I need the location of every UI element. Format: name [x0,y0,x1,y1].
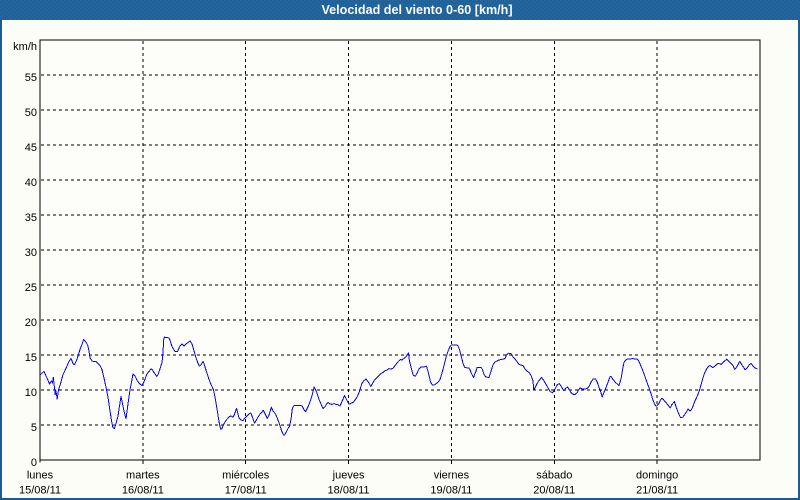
svg-text:30: 30 [25,247,37,259]
svg-text:18/08/11: 18/08/11 [328,485,370,497]
svg-text:martes: martes [126,470,160,482]
svg-text:16/08/11: 16/08/11 [122,485,164,497]
svg-text:domingo: domingo [636,470,678,482]
svg-text:25: 25 [25,282,37,294]
svg-text:sábado: sábado [536,470,572,482]
svg-text:jueves: jueves [332,470,365,482]
svg-text:19/08/11: 19/08/11 [430,485,472,497]
svg-text:20/08/11: 20/08/11 [533,485,575,497]
svg-text:5: 5 [31,422,37,434]
svg-text:km/h: km/h [13,41,37,53]
svg-text:miércoles: miércoles [222,470,270,482]
svg-text:Velocidad del viento 0-60 [km/: Velocidad del viento 0-60 [km/h] [321,3,512,17]
svg-text:21/08/11: 21/08/11 [636,485,678,497]
svg-text:45: 45 [25,142,37,154]
svg-text:10: 10 [25,387,37,399]
svg-text:20: 20 [25,317,37,329]
svg-text:40: 40 [25,177,37,189]
svg-text:35: 35 [25,212,37,224]
svg-text:55: 55 [25,72,37,84]
svg-text:0: 0 [31,457,37,469]
svg-text:15/08/11: 15/08/11 [19,485,61,497]
svg-text:lunes: lunes [27,470,54,482]
svg-text:50: 50 [25,107,37,119]
svg-text:viernes: viernes [434,470,470,482]
svg-text:15: 15 [25,352,37,364]
svg-text:17/08/11: 17/08/11 [225,485,267,497]
